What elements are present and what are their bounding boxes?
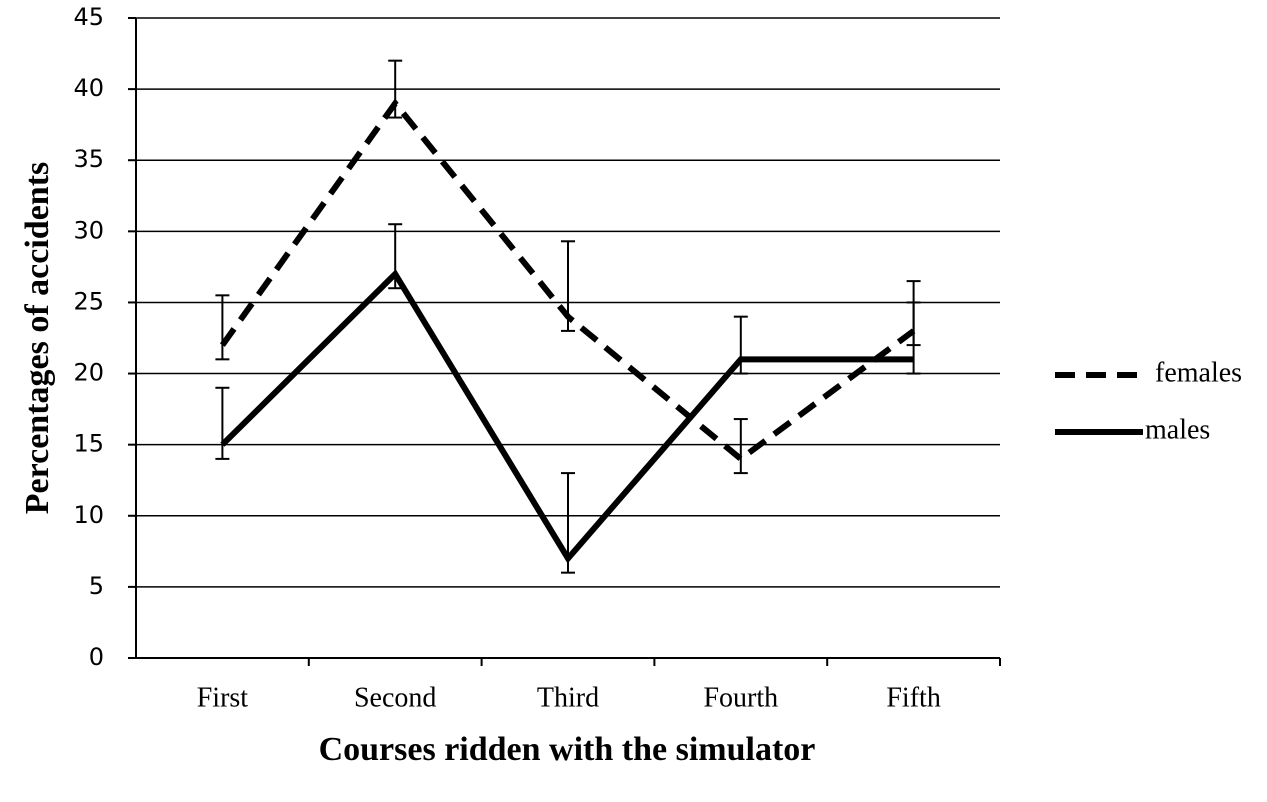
x-axis-title: Courses ridden with the simulator [319,731,816,768]
error-bar [388,59,403,119]
x-tick-label: Fifth [886,682,940,713]
error-bar [561,240,575,332]
y-tick-label: 5 [89,572,104,600]
error-bar [561,472,575,574]
error-bar [906,301,921,375]
error-bar [215,386,230,460]
y-tick-label: 0 [89,643,104,671]
x-tick-label: Fourth [703,682,778,713]
error-bar [733,315,748,375]
legend-label: males [1145,414,1210,445]
y-tick-label: 30 [73,216,104,244]
x-tick-label: First [197,682,249,713]
error-bar [215,294,230,361]
y-tick-label: 10 [73,501,104,529]
y-tick-label: 25 [73,287,104,315]
y-tick-label: 15 [73,430,104,458]
y-tick-label: 45 [73,3,104,31]
x-tick-label: Third [537,682,599,713]
y-tick-label: 40 [73,74,104,102]
y-tick-label: 35 [73,145,104,173]
error-bar [388,223,403,290]
legend-label: females [1155,357,1242,388]
error-bar [733,418,748,475]
y-tick-label: 20 [73,359,104,387]
x-tick-label: Second [354,682,436,713]
y-axis-title: Percentages of accidents [19,162,56,514]
